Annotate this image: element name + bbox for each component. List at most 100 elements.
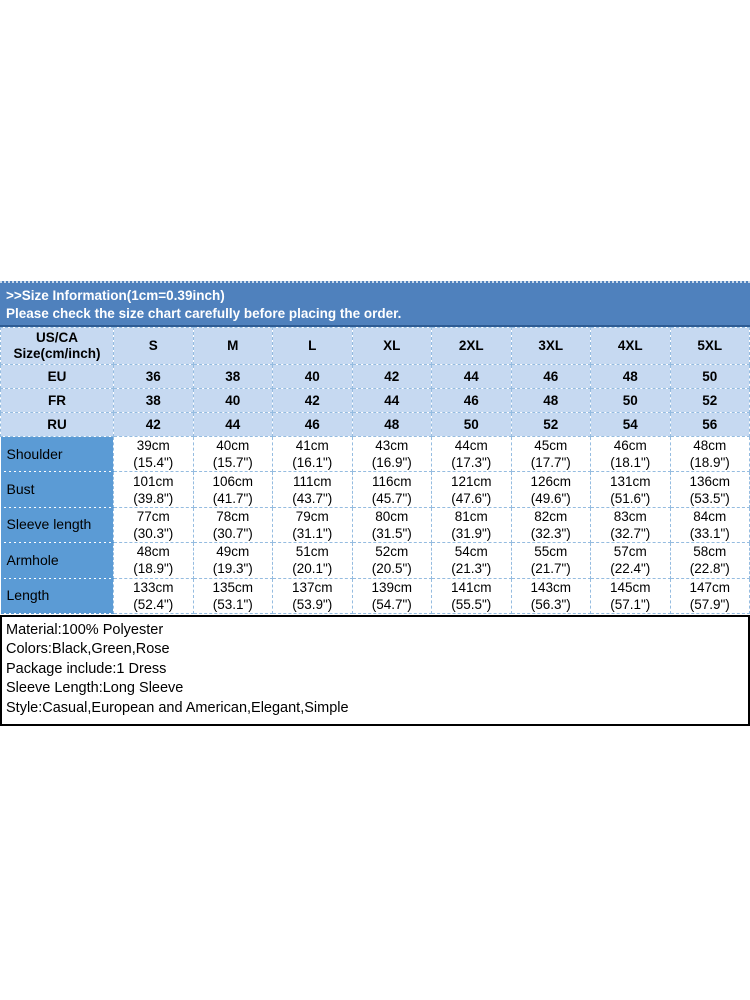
measurement-value-cell: 40cm (15.7") <box>192 435 273 473</box>
region-value-cell: 46 <box>272 412 353 437</box>
value-cm: 135cm <box>212 579 254 595</box>
region-value-cell: 56 <box>669 412 750 437</box>
size-header-cell-3xl: 3XL <box>510 327 591 365</box>
corner-label-line-2: Size(cm/inch) <box>13 346 101 361</box>
measurement-value-cell: 82cm (32.3") <box>510 506 591 544</box>
value-cm: 39cm <box>136 438 170 454</box>
measurement-label-sleeve-length: Sleeve length <box>0 506 114 544</box>
measurement-value-cell: 136cm (53.5") <box>669 471 750 508</box>
value-cm: 116cm <box>371 473 412 489</box>
measurement-value-cell: 77cm (30.3") <box>113 506 194 544</box>
value-inch: (15.7") <box>212 455 253 471</box>
measurement-value-cell: 52cm (20.5") <box>351 542 432 579</box>
value-inch: (32.3") <box>530 525 571 541</box>
size-info-banner: >>Size Information(1cm=0.39inch) Please … <box>0 281 750 327</box>
region-value-cell: 48 <box>351 412 432 437</box>
measurement-value-cell: 41cm (16.1") <box>272 435 353 473</box>
region-row-eu: EU 36 38 40 42 44 46 48 50 <box>0 364 750 389</box>
product-info-line-5: Style:Casual,European and American,Elega… <box>6 699 349 716</box>
value-cm: 145cm <box>609 579 651 595</box>
region-row-ru: RU 42 44 46 48 50 52 54 56 <box>0 412 750 437</box>
value-inch: (51.6") <box>610 490 651 506</box>
measurement-value-cell: 111cm (43.7") <box>272 471 353 508</box>
measurement-label-armhole: Armhole <box>0 542 114 579</box>
measurement-value-cell: 135cm (53.1") <box>192 577 273 614</box>
value-inch: (19.3") <box>212 561 253 577</box>
measurement-value-cell: 121cm (47.6") <box>431 471 512 508</box>
size-header-cell-5xl: 5XL <box>669 327 750 365</box>
value-cm: 80cm <box>375 508 409 524</box>
measurement-value-cell: 44cm (17.3") <box>431 435 512 473</box>
region-value-cell: 50 <box>431 412 512 437</box>
value-inch: (53.1") <box>212 596 253 612</box>
value-cm: 139cm <box>371 579 413 595</box>
product-info-line-3: Package include:1 Dress <box>6 660 167 677</box>
product-info-line-4: Sleeve Length:Long Sleeve <box>6 680 184 697</box>
measurement-value-cell: 81cm (31.9") <box>431 506 512 544</box>
product-info-box: Material:100% Polyester Colors:Black,Gree… <box>0 614 750 726</box>
value-cm: 136cm <box>689 473 731 489</box>
size-header-corner-cell: US/CA Size(cm/inch) <box>0 327 114 365</box>
value-inch: (56.3") <box>530 596 571 612</box>
value-inch: (31.9") <box>451 525 492 541</box>
region-value-cell: 44 <box>351 388 432 413</box>
value-cm: 40cm <box>216 438 250 454</box>
size-header-cell-4xl: 4XL <box>590 327 671 365</box>
value-inch: (30.3") <box>133 525 174 541</box>
size-chart-sheet: >>Size Information(1cm=0.39inch) Please … <box>0 281 750 726</box>
product-info-line-2: Colors:Black,Green,Rose <box>6 641 170 658</box>
region-label-ru: RU <box>0 412 114 437</box>
value-cm: 44cm <box>454 438 488 454</box>
value-inch: (16.1") <box>292 455 333 471</box>
value-cm: 77cm <box>136 508 170 524</box>
value-inch: (30.7") <box>212 525 253 541</box>
value-cm: 51cm <box>295 544 329 560</box>
corner-label-line-1: US/CA <box>35 329 78 345</box>
size-header-cell-s: S <box>113 327 194 365</box>
size-header-cell-2xl: 2XL <box>431 327 512 365</box>
measurement-value-cell: 133cm (52.4") <box>113 577 194 614</box>
value-inch: (43.7") <box>292 490 333 506</box>
region-value-cell: 42 <box>272 388 353 413</box>
value-cm: 126cm <box>530 473 572 489</box>
value-cm: 79cm <box>295 508 329 524</box>
value-cm: 81cm <box>454 508 488 524</box>
value-inch: (52.4") <box>133 596 174 612</box>
measurement-value-cell: 57cm (22.4") <box>590 542 671 579</box>
value-cm: 52cm <box>375 544 409 560</box>
measurement-row-length: Length 133cm (52.4") 135cm (53.1") 137cm (53.9… <box>0 577 750 614</box>
value-inch: (49.6") <box>530 490 571 506</box>
region-value-cell: 54 <box>590 412 671 437</box>
value-cm: 147cm <box>689 579 731 595</box>
measurement-label-length: Length <box>0 577 114 614</box>
measurement-value-cell: 39cm (15.4") <box>113 435 194 473</box>
measurement-value-cell: 126cm (49.6") <box>510 471 591 508</box>
value-inch: (57.9") <box>689 596 730 612</box>
value-cm: 78cm <box>216 508 250 524</box>
value-cm: 101cm <box>132 473 174 489</box>
value-inch: (54.7") <box>371 596 412 612</box>
value-cm: 83cm <box>613 508 647 524</box>
value-inch: (53.9") <box>292 596 333 612</box>
region-value-cell: 50 <box>590 388 671 413</box>
value-cm: 58cm <box>693 544 727 560</box>
size-table-body: US/CA Size(cm/inch) S M L XL 2XL 3XL 4XL 5XL EU 36 3… <box>0 327 750 614</box>
measurement-value-cell: 79cm (31.1") <box>272 506 353 544</box>
measurement-value-cell: 48cm (18.9") <box>113 542 194 579</box>
measurement-value-cell: 101cm (39.8") <box>113 471 194 508</box>
region-label-fr: FR <box>0 388 114 413</box>
region-value-cell: 40 <box>272 364 353 389</box>
measurement-row-shoulder: Shoulder 39cm (15.4") 40cm (15.7") 41cm (16.1"… <box>0 435 750 473</box>
value-cm: 43cm <box>375 438 409 454</box>
region-label-eu: EU <box>0 364 114 389</box>
value-cm: 141cm <box>450 579 492 595</box>
measurement-label-shoulder: Shoulder <box>0 435 114 473</box>
value-inch: (20.5") <box>371 561 412 577</box>
value-inch: (17.7") <box>530 455 571 471</box>
value-inch: (39.8") <box>133 490 174 506</box>
measurement-value-cell: 43cm (16.9") <box>351 435 432 473</box>
measurement-value-cell: 141cm (55.5") <box>431 577 512 614</box>
measurement-value-cell: 55cm (21.7") <box>510 542 591 579</box>
value-inch: (21.7") <box>530 561 571 577</box>
value-cm: 121cm <box>450 473 492 489</box>
